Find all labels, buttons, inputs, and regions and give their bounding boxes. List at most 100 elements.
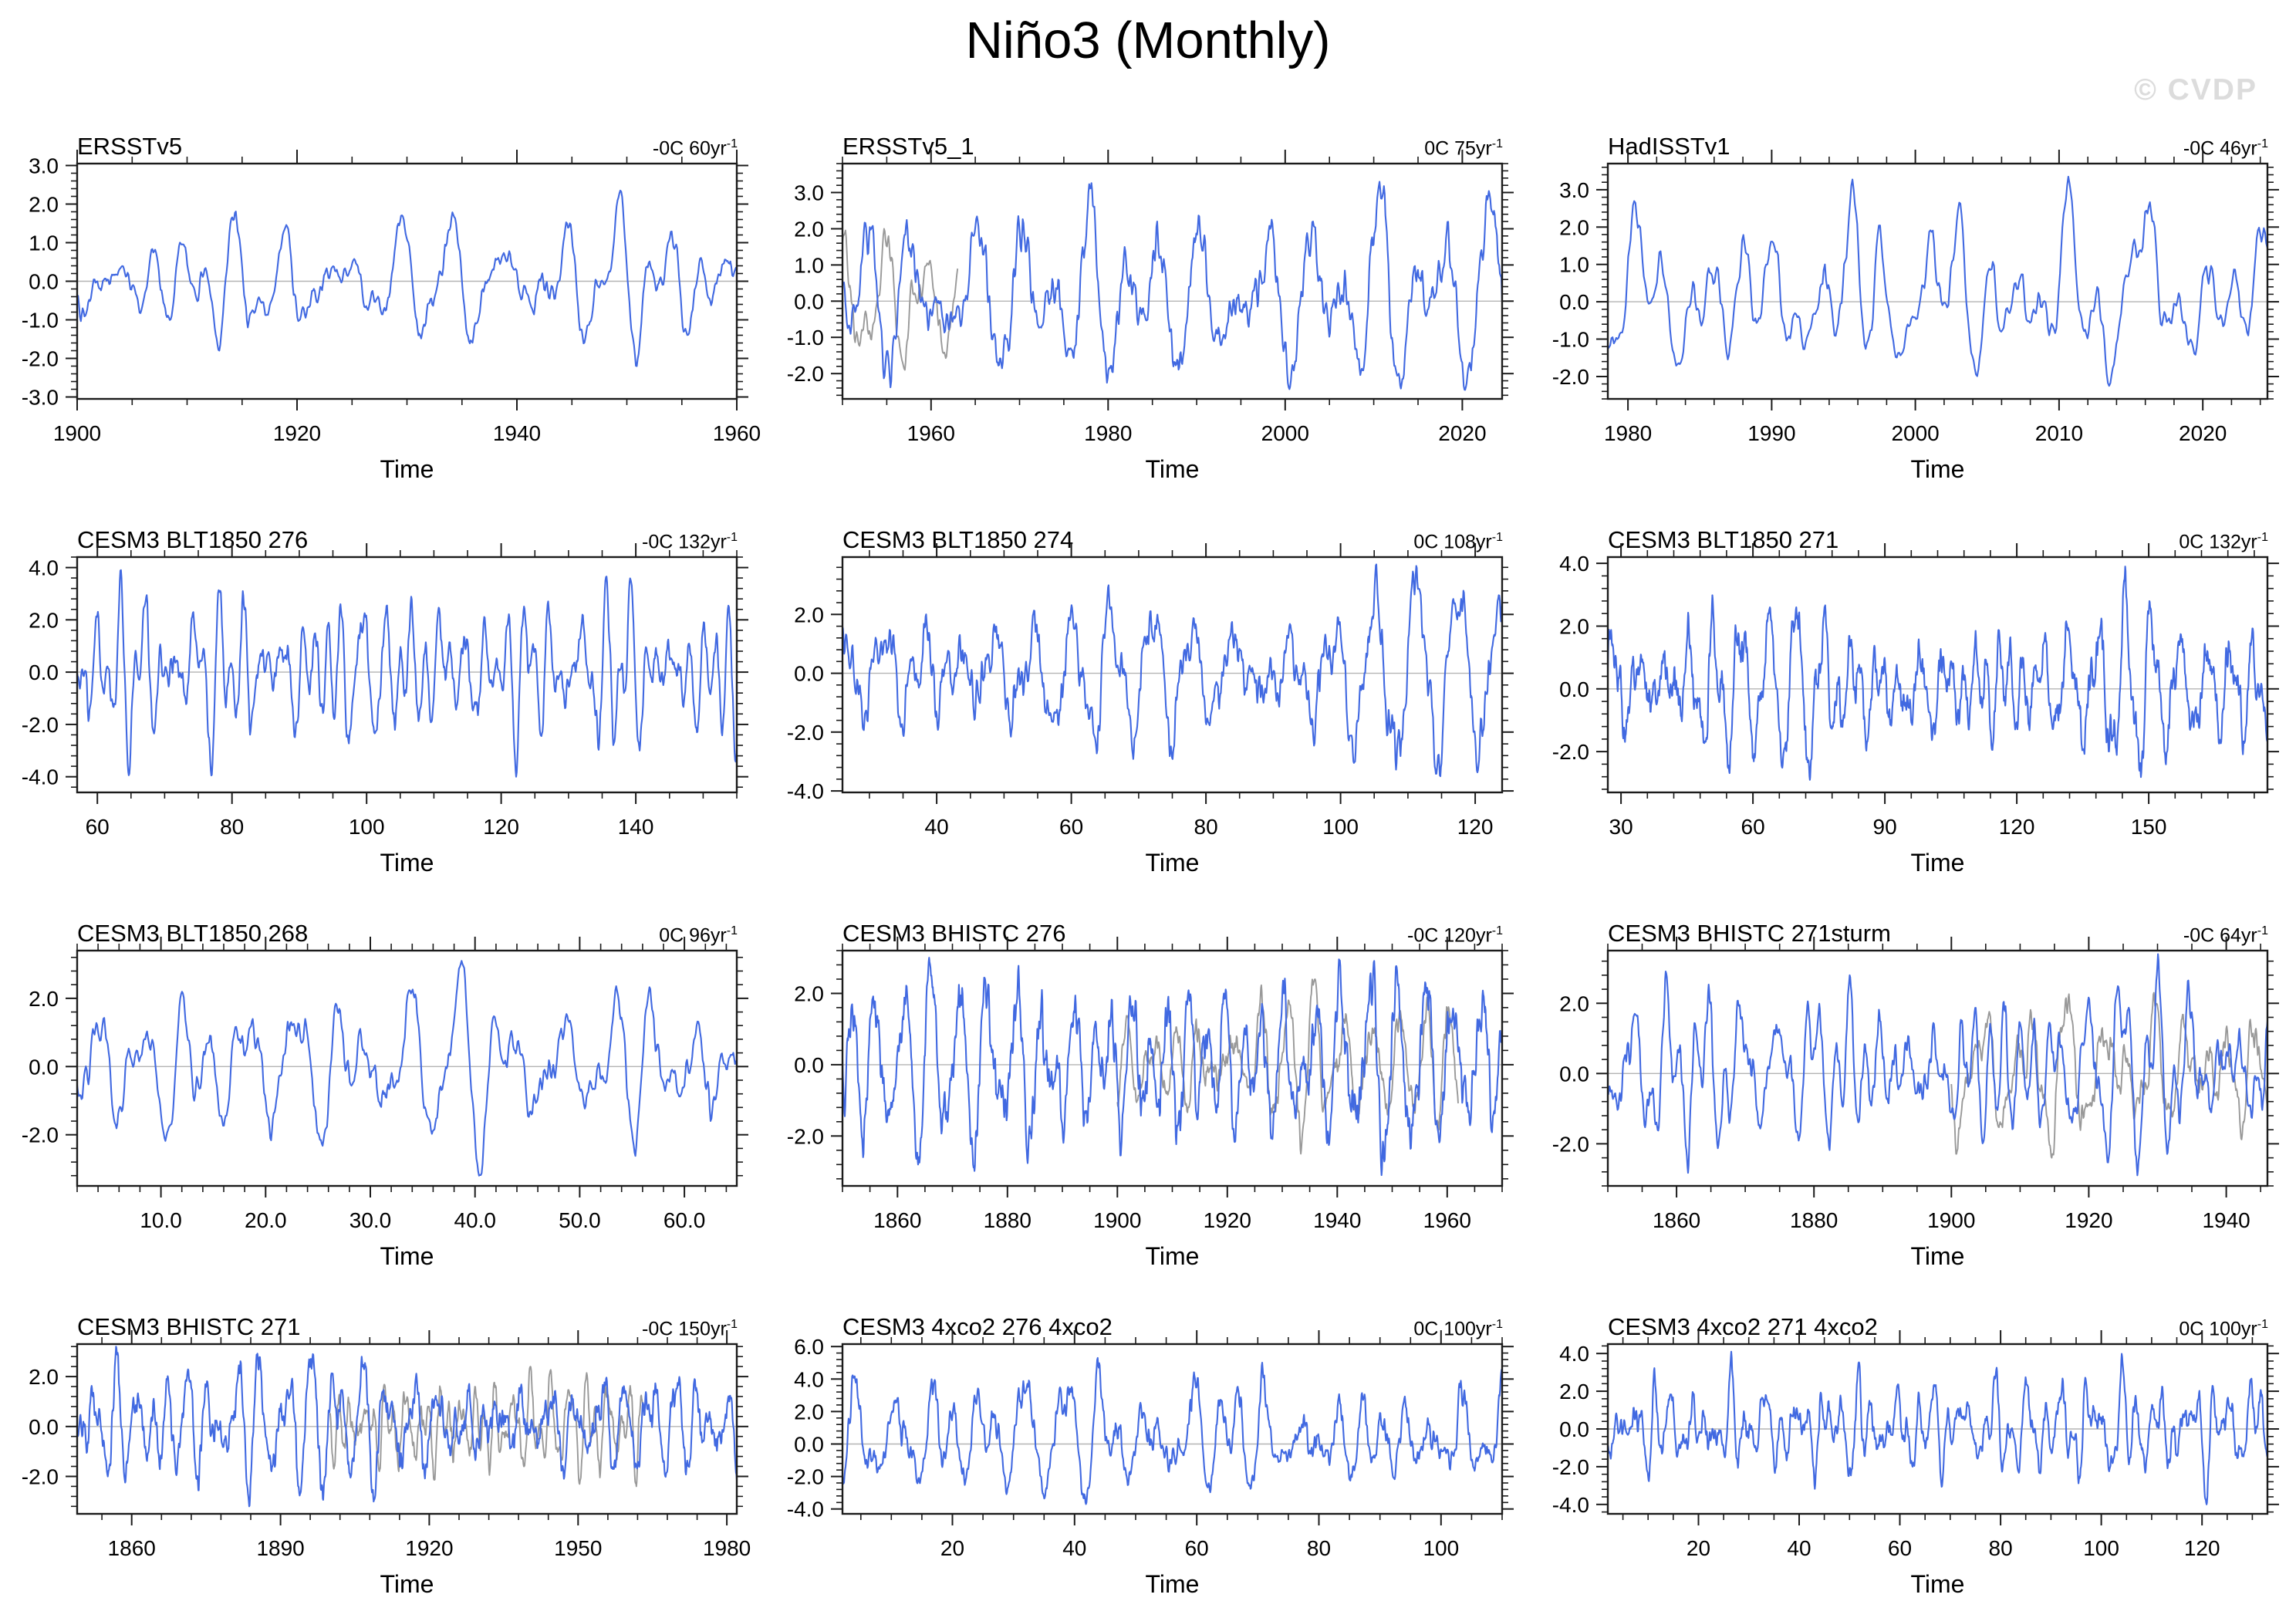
svg-text:2.0: 2.0 — [29, 987, 59, 1011]
svg-text:2.0: 2.0 — [794, 603, 824, 627]
svg-text:120: 120 — [2184, 1536, 2220, 1560]
svg-text:20: 20 — [1687, 1536, 1710, 1560]
svg-text:2.0: 2.0 — [1559, 991, 1589, 1015]
svg-text:100: 100 — [2083, 1536, 2119, 1560]
svg-text:30: 30 — [1609, 815, 1633, 839]
svg-text:6.0: 6.0 — [794, 1335, 824, 1359]
panel-ersstv5: ERSSTv5 -0C 60yr-1 3.0 2.0 1.0 0.0 -1.0 -2.0-… — [0, 123, 765, 517]
svg-text:90: 90 — [1873, 815, 1897, 839]
svg-text:100: 100 — [1322, 815, 1359, 839]
svg-text:2000: 2000 — [1261, 421, 1309, 445]
svg-text:0.0: 0.0 — [794, 662, 824, 686]
plot-area: 4.0 2.0 0.0 -2.0 -4.0 20 40 60 80 100 120 Time — [1552, 1330, 2279, 1598]
svg-text:-2.0: -2.0 — [1552, 740, 1589, 764]
svg-text:40: 40 — [1062, 1536, 1086, 1560]
svg-text:2.0: 2.0 — [794, 982, 824, 1006]
svg-text:60: 60 — [1888, 1536, 1912, 1560]
svg-text:1980: 1980 — [1604, 421, 1652, 445]
svg-text:1940: 1940 — [2202, 1208, 2250, 1232]
svg-text:0.0: 0.0 — [794, 289, 824, 313]
svg-text:0.0: 0.0 — [29, 1415, 59, 1439]
svg-text:2020: 2020 — [2179, 421, 2227, 445]
svg-text:2.0: 2.0 — [29, 193, 59, 217]
svg-text:120: 120 — [1457, 815, 1494, 839]
svg-text:2.0: 2.0 — [794, 218, 824, 242]
svg-text:1960: 1960 — [713, 421, 761, 445]
svg-text:150: 150 — [2131, 815, 2167, 839]
svg-text:Time: Time — [1146, 455, 1200, 483]
svg-text:-4.0: -4.0 — [1552, 1493, 1589, 1517]
panel-cesm3-blt1850-274: CESM3 BLT1850 274 0C 108yr-1 2.0 0.0 -2.0-… — [765, 517, 1531, 910]
plot-area: 4.0 2.0 0.0 -2.0 30 60 90 120 150 Time — [1552, 543, 2279, 877]
svg-text:-3.0: -3.0 — [22, 386, 59, 410]
svg-text:1920: 1920 — [405, 1536, 453, 1560]
svg-text:-1.0: -1.0 — [1552, 328, 1589, 352]
svg-text:-2.0: -2.0 — [22, 713, 59, 737]
svg-text:2.0: 2.0 — [29, 1365, 59, 1389]
svg-text:1860: 1860 — [873, 1208, 921, 1232]
panel-cesm3-blt1850-276: CESM3 BLT1850 276 -0C 132yr-1 4.0 2.0 0.0-… — [0, 517, 765, 910]
svg-text:1860: 1860 — [1653, 1208, 1700, 1232]
panel-ersstv5-1: ERSSTv5_1 0C 75yr-1 3.0 2.0 1.0 0.0 -1.0 -2.0… — [765, 123, 1531, 517]
svg-text:120: 120 — [483, 815, 519, 839]
svg-text:Time: Time — [1911, 849, 1965, 877]
svg-text:-2.0: -2.0 — [22, 1465, 59, 1489]
svg-text:-2.0: -2.0 — [1552, 1132, 1589, 1156]
plot-area: 2.0 0.0 -2.0 -4.0 40 60 80 100 120 Time — [787, 543, 1514, 877]
svg-text:10.0: 10.0 — [140, 1208, 182, 1232]
plot-area: 2.0 0.0 -2.0 10.0 20.0 30.0 40.0 50.0 60.0 Time — [22, 937, 748, 1270]
svg-text:-1.0: -1.0 — [22, 309, 59, 333]
svg-text:-4.0: -4.0 — [787, 1498, 824, 1522]
panel-cesm3-blt1850-271: CESM3 BLT1850 271 0C 132yr-1 4.0 2.0 0.0 -2… — [1531, 517, 2296, 910]
svg-text:0.0: 0.0 — [1559, 1417, 1589, 1441]
svg-text:-4.0: -4.0 — [787, 779, 824, 803]
svg-text:4.0: 4.0 — [794, 1367, 824, 1391]
svg-text:30.0: 30.0 — [349, 1208, 392, 1232]
svg-text:1.0: 1.0 — [29, 231, 59, 255]
svg-text:-2.0: -2.0 — [787, 721, 824, 745]
svg-text:1890: 1890 — [256, 1536, 304, 1560]
svg-text:-1.0: -1.0 — [787, 326, 824, 350]
panel-cesm3-bhistc-276: CESM3 BHISTC 276 -0C 120yr-1 2.0 0.0 -2.0 1… — [765, 910, 1531, 1304]
svg-text:1980: 1980 — [703, 1536, 751, 1560]
plot-area: 2.0 0.0 -2.0 1860 1890 1920 1950 1980 Time — [22, 1330, 751, 1598]
svg-text:20.0: 20.0 — [245, 1208, 287, 1232]
svg-text:100: 100 — [349, 815, 385, 839]
plot-area: 3.0 2.0 1.0 0.0 -1.0 -2.0 -3.0 1900 1920 1940 1960… — [22, 150, 761, 483]
svg-text:60: 60 — [1059, 815, 1083, 839]
svg-text:0.0: 0.0 — [29, 1055, 59, 1079]
panel-cesm3-blt1850-268: CESM3 BLT1850 268 0C 96yr-1 2.0 0.0 -2.0 10… — [0, 910, 765, 1304]
svg-text:80: 80 — [1194, 815, 1218, 839]
svg-text:0.0: 0.0 — [29, 660, 59, 684]
svg-text:Time: Time — [1146, 1242, 1200, 1270]
svg-text:1.0: 1.0 — [1559, 253, 1589, 277]
svg-text:0.0: 0.0 — [29, 270, 59, 294]
svg-text:4.0: 4.0 — [1559, 552, 1589, 576]
svg-text:Time: Time — [1911, 1242, 1965, 1270]
svg-text:Time: Time — [380, 1570, 434, 1598]
svg-text:60.0: 60.0 — [663, 1208, 706, 1232]
svg-text:2.0: 2.0 — [29, 608, 59, 632]
svg-text:1880: 1880 — [1790, 1208, 1838, 1232]
panel-cesm3-4xco2-276: CESM3 4xco2 276 4xco2 0C 100yr-1 6.0 4.0 2… — [765, 1304, 1531, 1618]
svg-text:60: 60 — [86, 815, 110, 839]
svg-text:1960: 1960 — [1423, 1208, 1471, 1232]
svg-text:0.0: 0.0 — [1559, 290, 1589, 314]
svg-text:0.0: 0.0 — [1559, 677, 1589, 701]
svg-text:60: 60 — [1741, 815, 1765, 839]
svg-text:1880: 1880 — [984, 1208, 1032, 1232]
svg-text:120: 120 — [1999, 815, 2035, 839]
masthead: Niño3 (Monthly) © CVDP — [0, 0, 2296, 123]
svg-text:40: 40 — [925, 815, 949, 839]
svg-text:Time: Time — [380, 1242, 434, 1270]
panel-cesm3-4xco2-271: CESM3 4xco2 271 4xco2 0C 100yr-1 4.0 2.0 0… — [1531, 1304, 2296, 1618]
svg-text:4.0: 4.0 — [29, 556, 59, 580]
panel-cesm3-bhistc-271sturm: CESM3 BHISTC 271sturm -0C 64yr-1 2.0 0.0-… — [1531, 910, 2296, 1304]
svg-text:0.0: 0.0 — [1559, 1062, 1589, 1086]
svg-text:2.0: 2.0 — [1559, 1380, 1589, 1404]
plot-area: 2.0 0.0 -2.0 1860 1880 1900 1920 1940 Time — [1552, 937, 2279, 1270]
svg-text:-2.0: -2.0 — [22, 1123, 59, 1147]
svg-text:60: 60 — [1185, 1536, 1209, 1560]
svg-text:2.0: 2.0 — [1559, 615, 1589, 639]
svg-text:80: 80 — [220, 815, 244, 839]
